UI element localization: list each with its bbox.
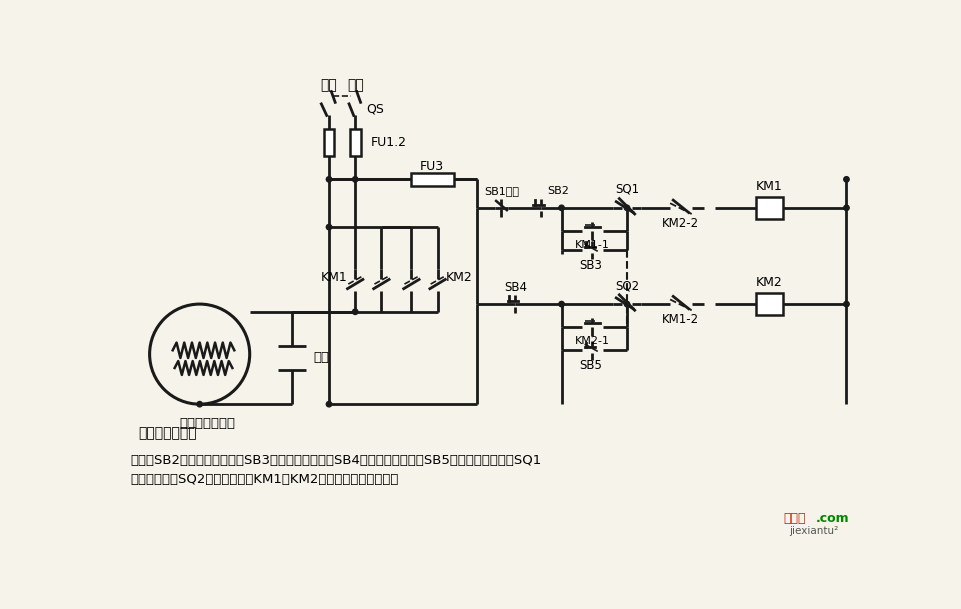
Bar [323,128,334,157]
Bar [754,197,782,219]
Text: SB4: SB4 [504,281,527,294]
Circle shape [624,205,629,211]
Circle shape [843,205,849,211]
Circle shape [326,401,332,407]
Text: FU3: FU3 [420,160,444,173]
Circle shape [352,177,357,182]
Text: KM2: KM2 [445,270,472,284]
Text: SB1停止: SB1停止 [483,186,518,196]
Circle shape [326,177,332,182]
Circle shape [326,224,332,230]
Text: KM1: KM1 [320,270,347,284]
Text: 为最高限位，SQ2为最低限位。KM1、KM2可用中间继电器代替。: 为最高限位，SQ2为最低限位。KM1、KM2可用中间继电器代替。 [131,473,398,486]
Text: 单相电容电动机: 单相电容电动机 [138,426,196,440]
Text: 火线: 火线 [320,79,337,93]
Text: SB3: SB3 [579,259,602,272]
Text: 电容: 电容 [313,351,330,364]
Text: KM2-1: KM2-1 [575,336,609,346]
Text: KM2-2: KM2-2 [662,217,699,230]
Text: KM1: KM1 [755,180,782,193]
Text: SB5: SB5 [579,359,602,372]
Bar [411,173,454,186]
Text: SQ2: SQ2 [614,279,638,292]
Text: 接线图: 接线图 [782,512,805,524]
Bar [754,294,782,315]
Text: SB2: SB2 [547,186,568,196]
Text: QS: QS [365,102,383,115]
Text: FU1.2: FU1.2 [370,136,407,149]
Text: 单相电容电动机: 单相电容电动机 [179,417,235,430]
Text: KM1-2: KM1-2 [662,313,699,326]
Text: 说明：SB2为上升启动按鉖，SB3为上升点动按鉖，SB4为下降启动按鉖，SB5为下降点动按鉖；SQ1: 说明：SB2为上升启动按鉖，SB3为上升点动按鉖，SB4为下降启动按鉖，SB5为… [131,454,541,467]
Bar [350,128,360,157]
Text: KM2: KM2 [755,276,782,289]
Circle shape [624,301,629,307]
Circle shape [558,205,564,211]
Circle shape [197,401,202,407]
Circle shape [843,177,849,182]
Circle shape [843,301,849,307]
Text: jiexiantu²: jiexiantu² [788,526,837,537]
Circle shape [352,309,357,314]
Circle shape [558,301,564,307]
Text: SQ1: SQ1 [614,183,638,196]
Text: 零线: 零线 [347,79,363,93]
Text: .com: .com [815,512,849,524]
Text: KM1-1: KM1-1 [575,240,609,250]
